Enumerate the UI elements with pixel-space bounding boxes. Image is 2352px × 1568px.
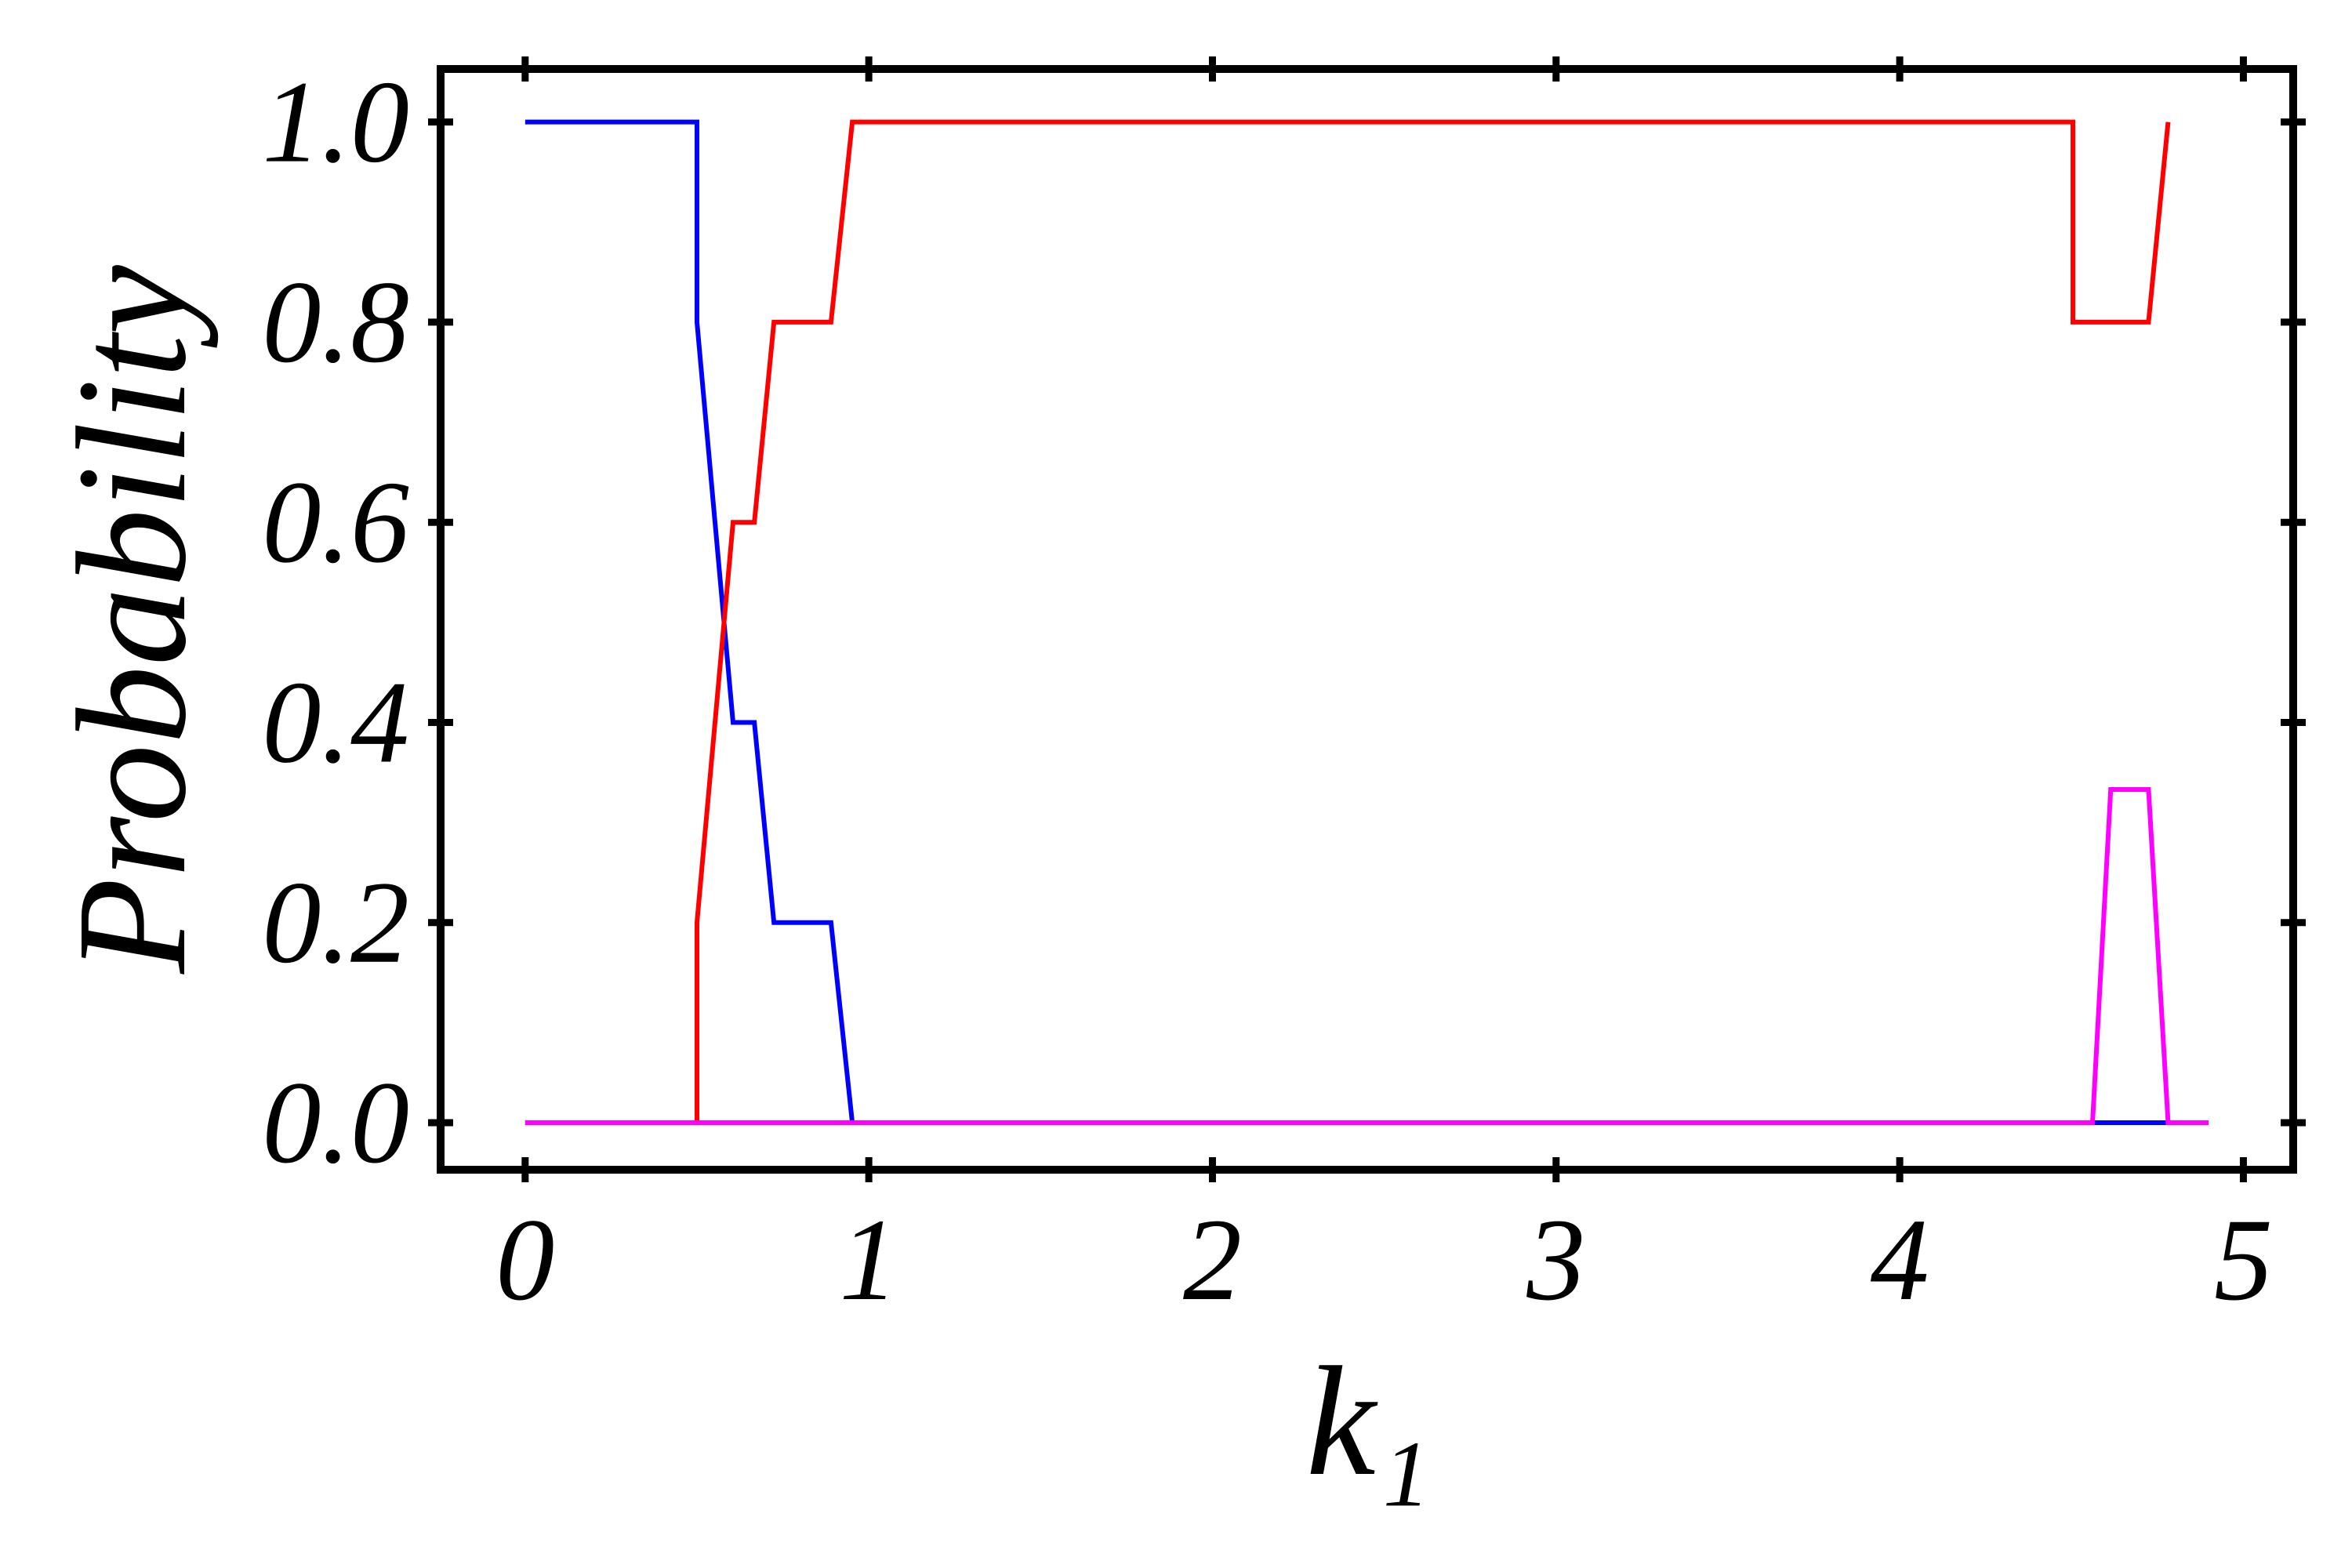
- x-axis-label: k₁: [1306, 1335, 1430, 1508]
- x-tick-label: 2: [1183, 1195, 1242, 1325]
- y-axis-label: Probability: [45, 265, 219, 975]
- series-line: [524, 119, 2169, 1126]
- plot-frame: [437, 65, 2297, 1174]
- series-line: [524, 786, 2209, 1126]
- y-tick-label: 0.0: [263, 1058, 410, 1188]
- series-line: [524, 119, 2171, 1126]
- y-tick-label: 1.0: [263, 57, 410, 187]
- y-tick-label: 0.2: [263, 858, 410, 988]
- x-tick-label: 1: [840, 1195, 898, 1325]
- x-tick-label: 4: [1871, 1195, 1929, 1325]
- x-tick-label: 0: [495, 1195, 554, 1325]
- y-tick-label: 0.4: [263, 657, 410, 787]
- x-tick-label: 5: [2214, 1195, 2273, 1325]
- y-tick-label: 0.8: [263, 257, 410, 387]
- x-tick-label: 3: [1526, 1195, 1585, 1325]
- y-tick-label: 0.6: [263, 457, 410, 587]
